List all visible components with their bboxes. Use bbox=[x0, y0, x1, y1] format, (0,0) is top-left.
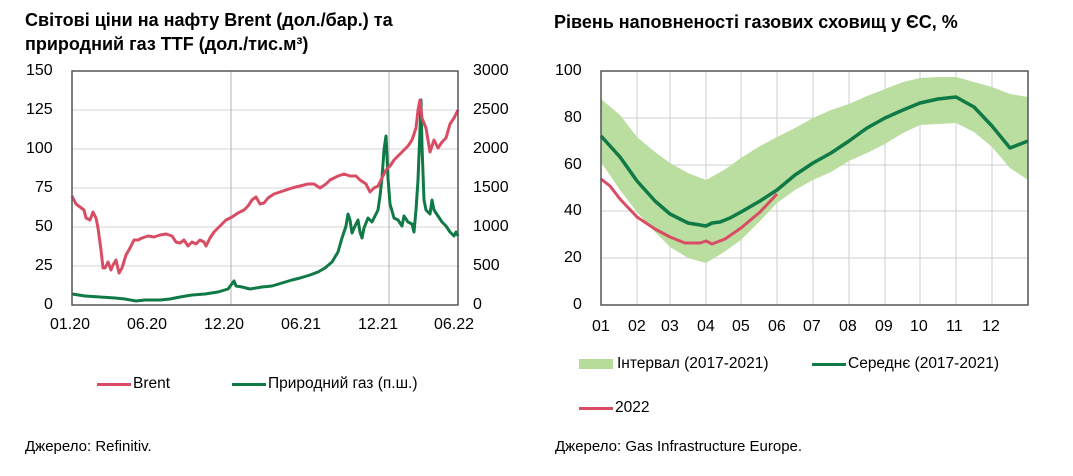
y-left-tick: 150 bbox=[26, 62, 53, 79]
left-chart-frame bbox=[71, 70, 459, 306]
x-tick: 05 bbox=[732, 318, 750, 335]
right-source: Джерело: Gas Infrastructure Europe. bbox=[555, 438, 803, 455]
gas-swatch bbox=[232, 382, 266, 386]
y-tick: 100 bbox=[555, 62, 582, 79]
legend-brent-label: Brent bbox=[133, 375, 171, 392]
y-left-tick: 0 bbox=[44, 296, 53, 313]
x-tick: 06.22 bbox=[434, 316, 475, 333]
y-left-tick: 50 bbox=[35, 218, 53, 235]
y-left-tick: 100 bbox=[26, 140, 53, 157]
x-tick: 07 bbox=[803, 318, 821, 335]
y-left-tick: 75 bbox=[35, 179, 53, 196]
y-left-tick: 125 bbox=[26, 101, 53, 118]
right-chart-title: Рівень наповненості газових сховищ у ЄС,… bbox=[554, 12, 958, 32]
y-tick: 20 bbox=[564, 249, 582, 266]
legend-2022: 2022 bbox=[579, 399, 649, 417]
y-right-tick: 0 bbox=[473, 296, 482, 313]
x-tick: 10 bbox=[910, 318, 928, 335]
x-tick: 01.20 bbox=[50, 316, 91, 333]
x-tick: 04 bbox=[697, 318, 715, 335]
y-tick: 40 bbox=[564, 202, 582, 219]
legend-gas-label: Природний газ (п.ш.) bbox=[268, 375, 418, 392]
legend-interval-label: Інтервал (2017-2021) bbox=[617, 355, 769, 372]
brent-line bbox=[70, 98, 460, 275]
x-tick: 12.20 bbox=[204, 316, 245, 333]
gas-line bbox=[71, 98, 460, 303]
left-chart-grid bbox=[72, 71, 458, 305]
y2022-swatch bbox=[579, 406, 613, 410]
y-tick: 80 bbox=[564, 109, 582, 126]
y-right-tick: 500 bbox=[473, 257, 500, 274]
legend-brent: Brent bbox=[97, 375, 170, 393]
left-source: Джерело: Refinitiv. bbox=[25, 438, 152, 455]
y-tick: 0 bbox=[573, 296, 582, 313]
legend-average-label: Середнє (2017-2021) bbox=[848, 355, 999, 372]
legend-gas: Природний газ (п.ш.) bbox=[232, 375, 417, 393]
right-chart-frame bbox=[600, 70, 1029, 306]
y2022-line bbox=[600, 177, 779, 246]
y-left-tick: 25 bbox=[35, 257, 53, 274]
y-right-tick: 1500 bbox=[473, 179, 509, 196]
x-tick: 06.21 bbox=[281, 316, 322, 333]
x-tick: 02 bbox=[628, 318, 646, 335]
y-tick: 60 bbox=[564, 156, 582, 173]
legend-interval: Інтервал (2017-2021) bbox=[579, 355, 769, 373]
average-line bbox=[599, 95, 1029, 228]
left-chart-title: Світові ціни на нафту Brent (дол./бар.) … bbox=[25, 8, 393, 56]
y-right-tick: 2000 bbox=[473, 140, 509, 157]
brent-swatch bbox=[97, 382, 131, 386]
interval-swatch bbox=[579, 359, 613, 369]
x-tick: 09 bbox=[875, 318, 893, 335]
average-swatch bbox=[812, 362, 846, 366]
x-tick: 01 bbox=[592, 318, 610, 335]
legend-2022-label: 2022 bbox=[615, 399, 650, 416]
left-chart-title-line1: Світові ціни на нафту Brent (дол./бар.) … bbox=[25, 10, 393, 30]
interval-band bbox=[601, 77, 1028, 263]
x-tick: 06.20 bbox=[127, 316, 168, 333]
left-chart-title-line2: природний газ TTF (дол./тис.м³) bbox=[25, 34, 309, 54]
x-tick: 11 bbox=[946, 318, 963, 335]
y-right-tick: 1000 bbox=[473, 218, 509, 235]
x-tick: 12.21 bbox=[358, 316, 399, 333]
x-tick: 12 bbox=[982, 318, 1000, 335]
x-tick: 08 bbox=[839, 318, 857, 335]
legend-average: Середнє (2017-2021) bbox=[812, 355, 999, 373]
x-tick: 03 bbox=[661, 318, 679, 335]
y-right-tick: 2500 bbox=[473, 101, 509, 118]
x-tick: 06 bbox=[768, 318, 786, 335]
y-right-tick: 3000 bbox=[473, 62, 509, 79]
